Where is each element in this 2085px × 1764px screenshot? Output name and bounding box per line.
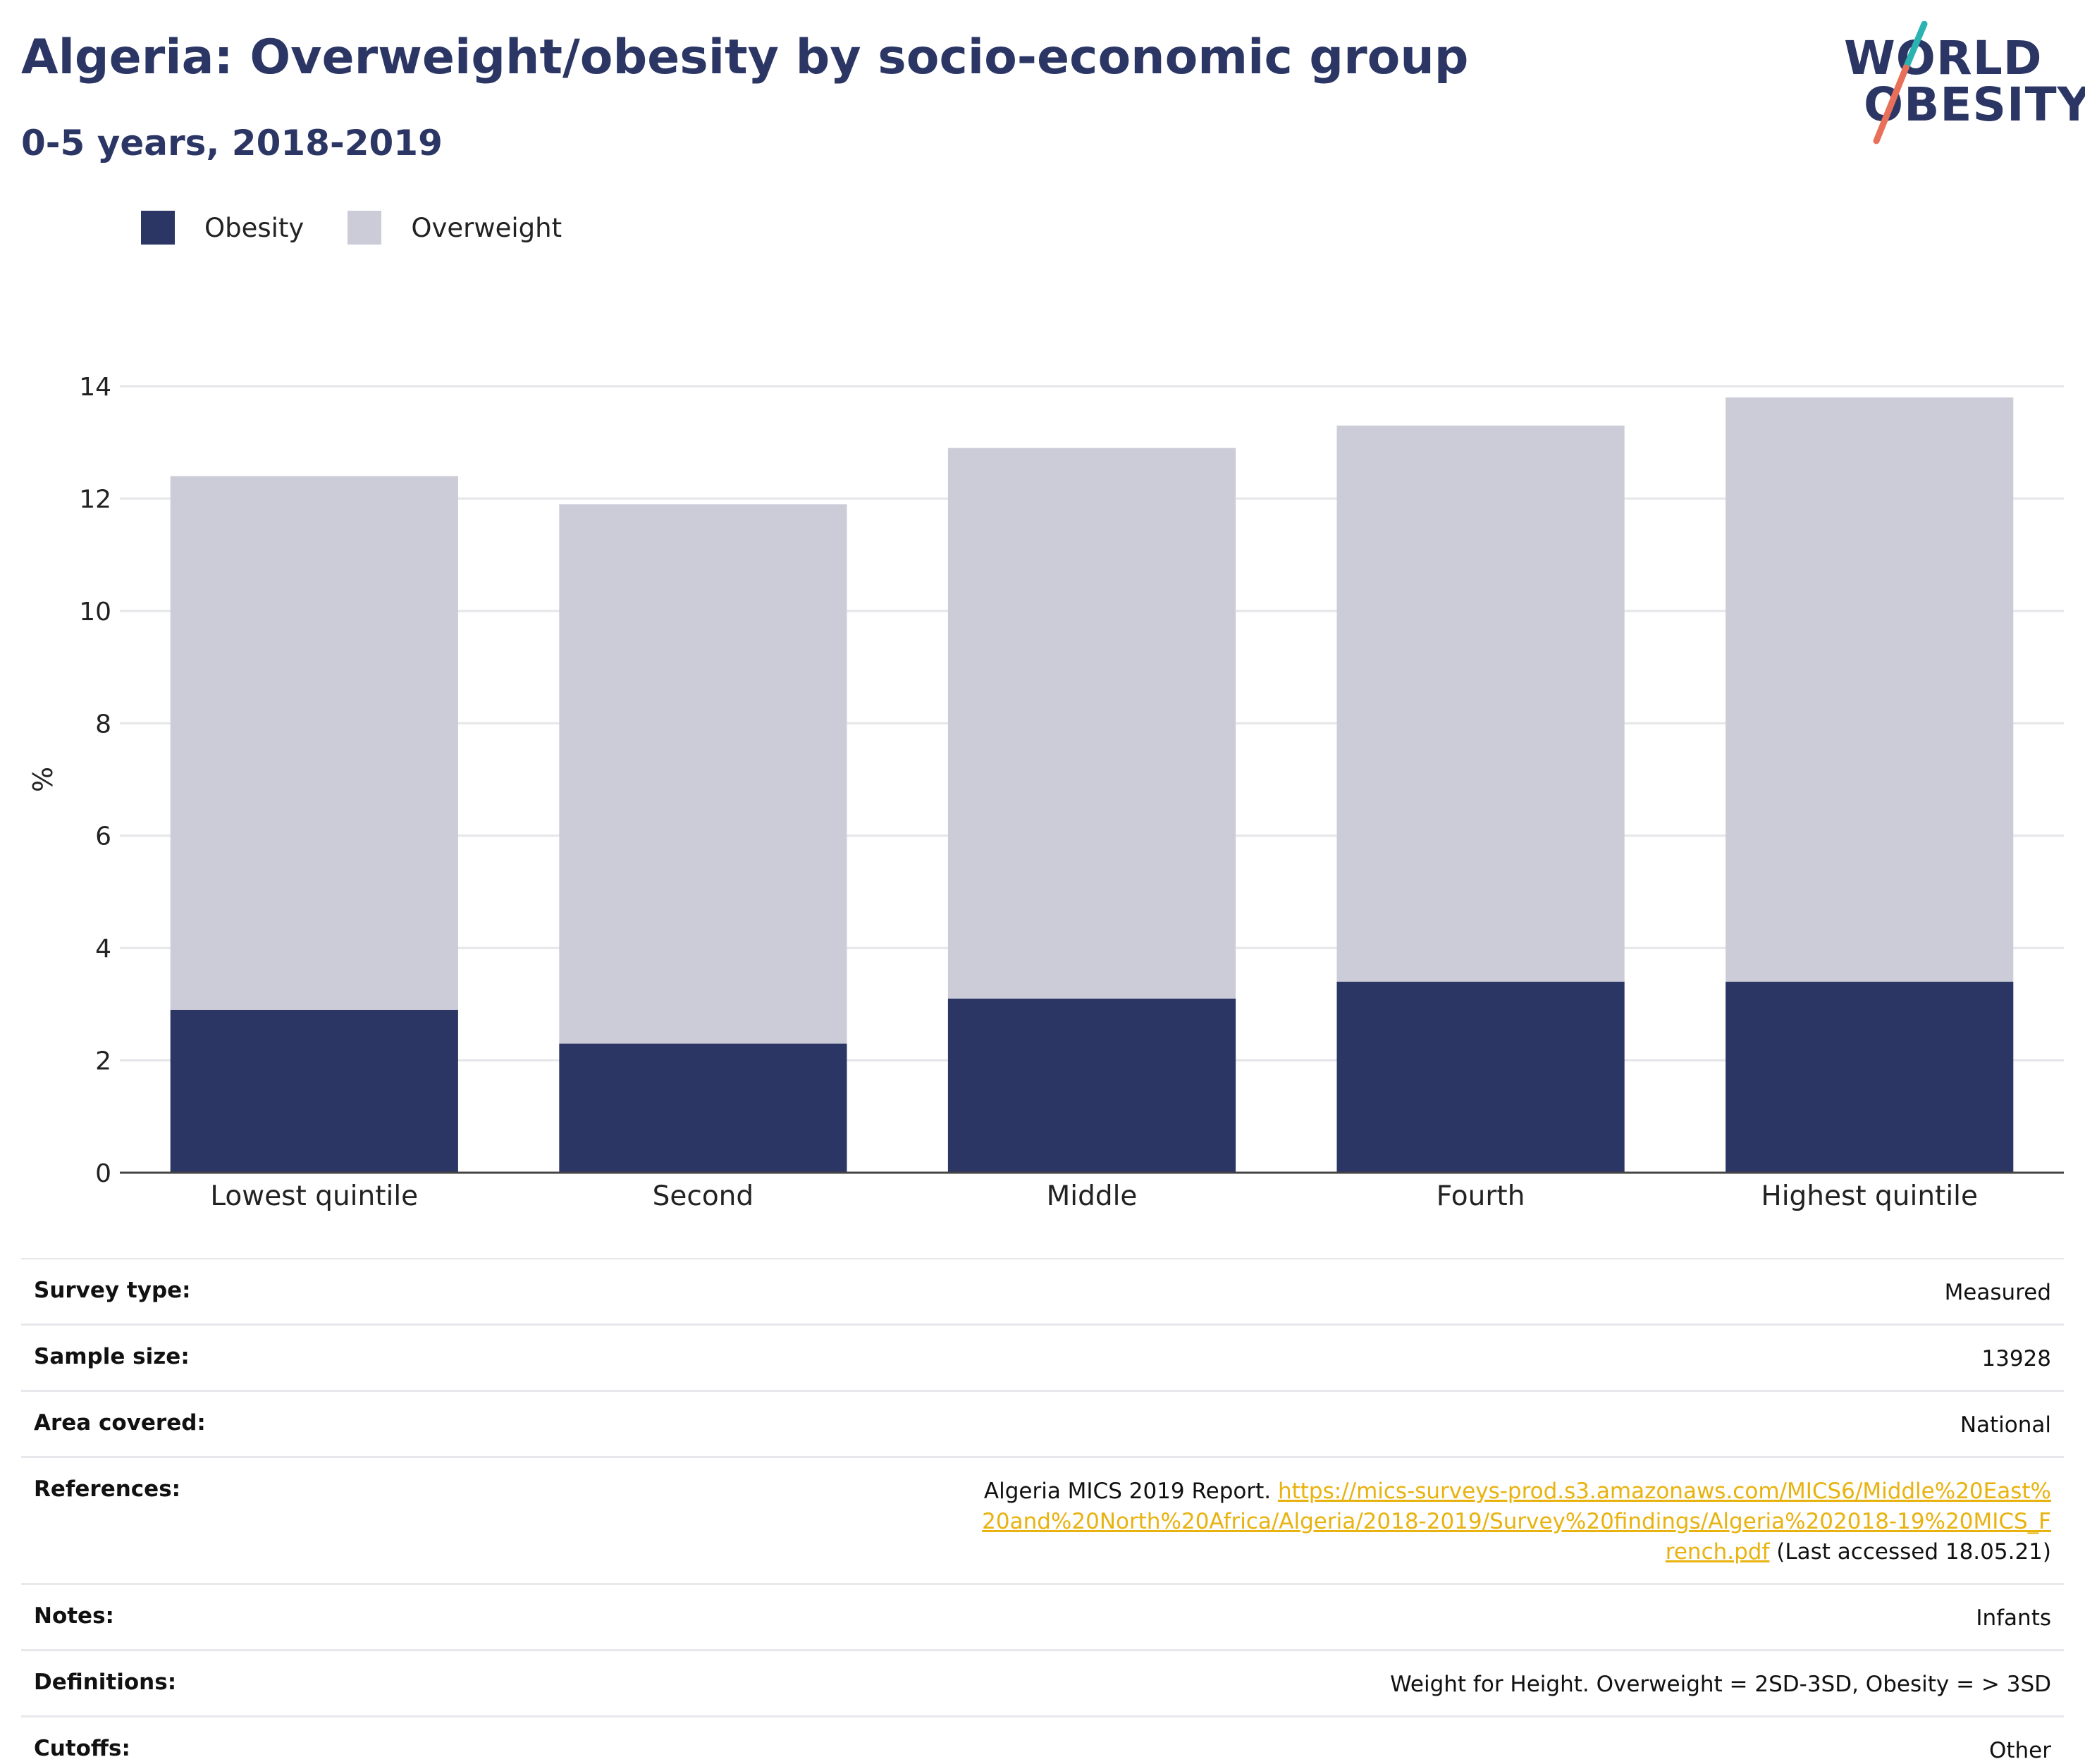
y-tick-label: 0 <box>95 1159 111 1188</box>
reference-link[interactable]: https://mics-surveys-prod.s3.amazonaws.c… <box>982 1479 2051 1565</box>
info-value: Infants <box>1976 1605 2051 1631</box>
chart-subtitle: 0-5 years, 2018-2019 <box>21 123 443 164</box>
legend-swatch-overweight <box>348 211 382 245</box>
x-category-label: Fourth <box>1437 1180 1525 1212</box>
y-tick-label: 12 <box>79 485 111 514</box>
info-row-references: References: Algeria MICS 2019 Report. ht… <box>21 1458 2064 1585</box>
chart-legend: Obesity Overweight <box>141 210 605 245</box>
info-value-references: Algeria MICS 2019 Report. https://mics-s… <box>980 1476 2051 1567</box>
survey-info-table: Survey type: Measured Sample size: 13928… <box>21 1258 2064 1764</box>
reference-text: Algeria MICS 2019 Report. <box>983 1479 1278 1504</box>
info-value: Other <box>1988 1738 2051 1763</box>
chart-title: Algeria: Overweight/obesity by socio-eco… <box>21 30 1469 85</box>
bar-overweight-fourth <box>1336 425 1625 982</box>
bar-overweight-second <box>559 504 847 1044</box>
x-category-label: Second <box>653 1180 754 1212</box>
world-obesity-logo[interactable]: WORLD OBESITY <box>1840 21 2085 148</box>
bar-obesity-second <box>559 1043 847 1173</box>
info-value: 13928 <box>1981 1346 2051 1371</box>
y-axis-title: % <box>27 767 59 792</box>
info-row-area-covered: Area covered: National <box>21 1392 2064 1458</box>
info-value: Weight for Height. Overweight = 2SD-3SD,… <box>1390 1672 2051 1697</box>
info-value: Measured <box>1944 1280 2051 1305</box>
y-tick-label: 8 <box>95 710 111 739</box>
info-row-cutoffs: Cutoffs: Other <box>21 1717 2064 1764</box>
info-key: Definitions: <box>34 1670 177 1695</box>
x-category-label: Highest quintile <box>1761 1180 1978 1212</box>
y-tick-label: 6 <box>95 822 111 851</box>
reference-accessed-note: (Last accessed 18.05.21) <box>1769 1539 2051 1565</box>
info-key: Cutoffs: <box>34 1736 130 1761</box>
info-key: Survey type: <box>34 1278 191 1303</box>
y-tick-label: 2 <box>95 1047 111 1076</box>
legend-item-overweight[interactable]: Overweight <box>348 211 562 245</box>
bar-obesity-middle <box>947 998 1236 1173</box>
info-key: Sample size: <box>34 1344 190 1369</box>
legend-swatch-obesity <box>141 211 175 245</box>
info-key: Area covered: <box>34 1410 206 1436</box>
bar-obesity-highest-quintile <box>1726 981 2014 1173</box>
y-tick-label: 4 <box>95 935 111 963</box>
bar-obesity-lowest-quintile <box>170 1009 458 1173</box>
bar-overweight-lowest-quintile <box>170 476 458 1010</box>
info-row-definitions: Definitions: Weight for Height. Overweig… <box>21 1651 2064 1717</box>
y-tick-label: 14 <box>79 373 111 402</box>
legend-label-overweight: Overweight <box>411 212 562 243</box>
info-key: References: <box>34 1476 181 1502</box>
info-row-sample-size: Sample size: 13928 <box>21 1326 2064 1392</box>
info-value: National <box>1960 1412 2051 1438</box>
logo-slash-icon <box>1873 21 1928 144</box>
x-category-label: Middle <box>1047 1180 1138 1212</box>
x-category-label: Lowest quintile <box>210 1180 418 1212</box>
bar-overweight-middle <box>947 448 1236 999</box>
y-tick-label: 10 <box>79 598 111 627</box>
legend-item-obesity[interactable]: Obesity <box>141 211 304 245</box>
info-row-survey-type: Survey type: Measured <box>21 1259 2064 1326</box>
logo-word-world: WORLD <box>1844 31 2043 85</box>
legend-label-obesity: Obesity <box>204 212 305 243</box>
stacked-bar-chart: 0 2 4 6 8 10 12 14 Lowest quintile Second Middle Fo… <box>27 373 2064 1212</box>
bar-obesity-fourth <box>1336 981 1625 1173</box>
bar-overweight-highest-quintile <box>1726 397 2014 982</box>
info-key: Notes: <box>34 1603 114 1629</box>
info-row-notes: Notes: Infants <box>21 1585 2064 1651</box>
